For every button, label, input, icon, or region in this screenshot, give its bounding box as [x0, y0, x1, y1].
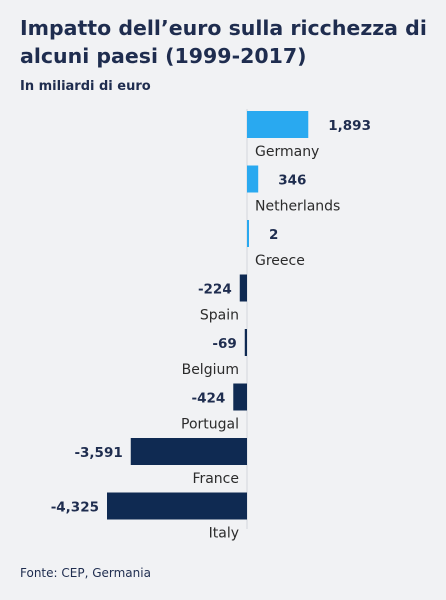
bar-netherlands — [247, 165, 259, 193]
bar-portugal — [233, 383, 247, 411]
bar-spain — [239, 274, 247, 302]
value-label-spain: -224 — [198, 282, 232, 298]
value-label-netherlands: 346 — [278, 173, 306, 189]
category-label-netherlands: Netherlands — [255, 199, 340, 215]
chart-subtitle: In miliardi di euro — [20, 79, 151, 94]
category-label-spain: Spain — [200, 308, 239, 324]
bar-italy — [107, 492, 247, 520]
chart-title: Impatto dell’euro sulla ricchezza di alc… — [20, 16, 427, 68]
value-label-portugal: -424 — [191, 391, 225, 407]
category-label-italy: Italy — [209, 526, 239, 542]
value-label-italy: -4,325 — [51, 500, 99, 516]
category-label-france: France — [192, 471, 239, 487]
value-label-germany: 1,893 — [328, 118, 371, 134]
value-label-belgium: -69 — [212, 336, 236, 352]
bar-belgium — [244, 329, 247, 356]
source-note: Fonte: CEP, Germania — [20, 566, 151, 580]
category-label-germany: Germany — [255, 144, 319, 160]
value-label-france: -3,591 — [74, 445, 122, 461]
category-label-belgium: Belgium — [182, 362, 239, 378]
bar-france — [130, 438, 247, 465]
category-label-portugal: Portugal — [181, 417, 239, 433]
category-label-greece: Greece — [255, 253, 305, 269]
value-label-greece: 2 — [269, 227, 278, 243]
bar-germany — [247, 111, 309, 138]
bar-greece — [247, 220, 249, 247]
